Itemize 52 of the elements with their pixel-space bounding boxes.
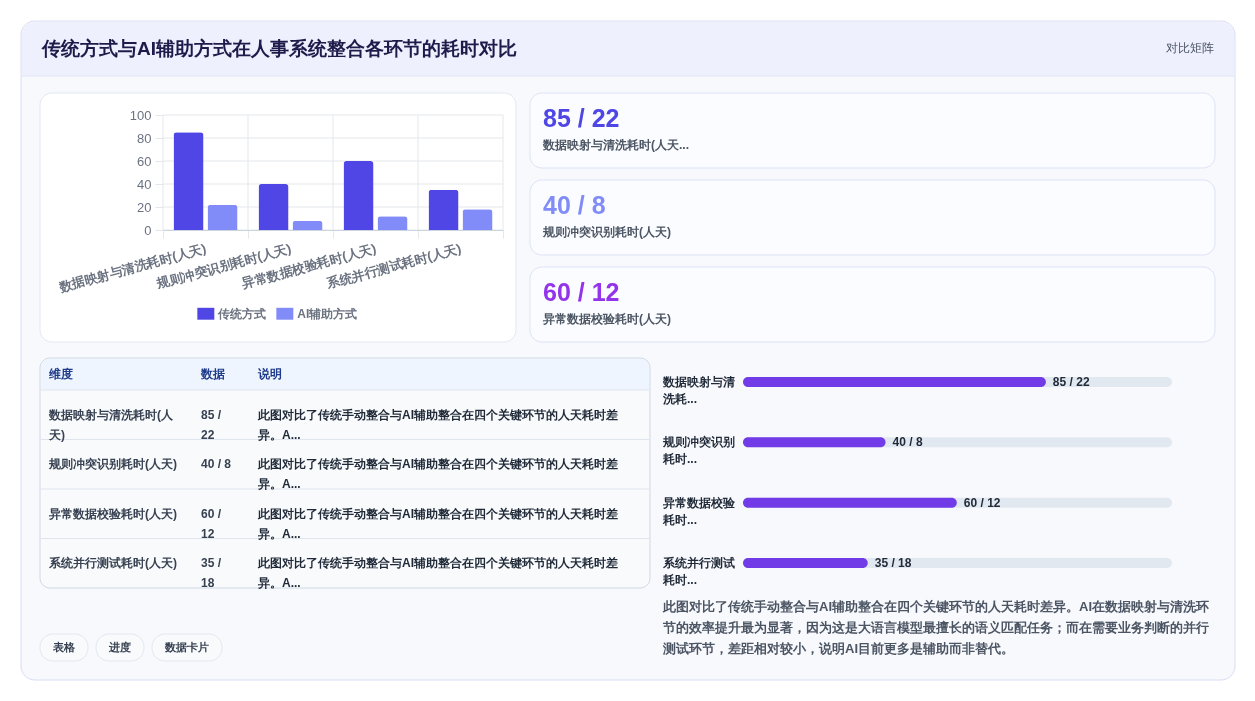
data-label: 60 / 12: [963, 495, 1001, 510]
text: 数据卡片: [164, 640, 209, 653]
text: 规则冲突识别耗时(人天): [49, 457, 177, 472]
category-label: 规则冲突识别耗时(人天): [542, 225, 671, 239]
bar: [743, 558, 868, 569]
bar: [258, 184, 289, 230]
category-label: 维度: [48, 367, 73, 381]
bar: [292, 220, 323, 230]
bar: [377, 216, 408, 230]
data-label: 35 / 18: [874, 556, 912, 571]
bar: [343, 161, 374, 230]
bar: [207, 204, 238, 230]
legend-label: AI辅助方式: [297, 306, 358, 321]
text: 此图对比了传统手动整合与AI辅助整合在四个关键环节的人天耗时差异。A...: [258, 506, 618, 541]
data-label: 40 / 8: [892, 435, 923, 450]
y-tick-label: 0: [144, 222, 152, 238]
text: 系统并行测试耗时(人天): [49, 556, 177, 571]
y-tick-label: 数据映射与清洗耗...: [662, 374, 735, 406]
text: 40 / 8: [543, 191, 606, 219]
text: 35 / 18: [201, 556, 222, 591]
text: 此图对比了传统手动整合与AI辅助整合在四个关键环节的人天耗时差异。A...: [258, 457, 618, 492]
category-label: 说明: [257, 367, 282, 381]
y-tick-label: 异常数据校验耗时...: [662, 495, 736, 527]
text: 对比矩阵: [1166, 41, 1214, 55]
text: 85 / 22: [543, 104, 620, 132]
text: 此图对比了传统手动整合与AI辅助整合在四个关键环节的人天耗时差异。A...: [258, 407, 618, 442]
text: 此图对比了传统手动整合与AI辅助整合在四个关键环节的人天耗时差异。A...: [258, 556, 618, 591]
text: 60 / 12: [201, 506, 222, 541]
y-tick-label: 规则冲突识别耗时...: [662, 435, 735, 467]
text: 60 / 12: [543, 278, 620, 306]
y-tick-label: 系统并行测试耗时...: [662, 556, 735, 588]
annotation: 此图对比了传统手动整合与AI辅助整合在四个关键环节的人天耗时差异。AI在数据映射与清洗环节的效率提升最为显著，因为这是大语言模型最擅长的语义匹配任务；而在需要业务判断的并行测试环节，差距相对较小，说明AI目前更多是辅助而非替代。: [662, 599, 1209, 656]
bar: [462, 209, 493, 230]
text: 表格: [52, 640, 76, 653]
category-label: 异常数据校验耗时(人天): [542, 312, 671, 326]
y-tick-label: 40: [137, 176, 152, 192]
text: 数据映射与清洗耗时(人天): [49, 407, 173, 442]
y-tick-label: 20: [137, 199, 152, 215]
text: 进度: [108, 640, 131, 653]
y-tick-label: 100: [129, 107, 152, 123]
y-tick-label: 80: [137, 130, 152, 146]
text: 40 / 8: [201, 457, 232, 472]
y-tick-label: 60: [137, 153, 152, 169]
chart-title: 传统方式与AI辅助方式在人事系统整合各环节的耗时对比: [41, 38, 517, 59]
category-label: 数据: [200, 367, 225, 381]
text: 异常数据校验耗时(人天): [49, 506, 177, 521]
text: 85 / 22: [201, 407, 222, 442]
bar: [173, 132, 204, 230]
legend-label: 传统方式: [217, 306, 267, 321]
data-label: 85 / 22: [1052, 374, 1090, 389]
bar: [428, 189, 459, 230]
category-label: 数据映射与清洗耗时(人天...: [542, 138, 689, 152]
